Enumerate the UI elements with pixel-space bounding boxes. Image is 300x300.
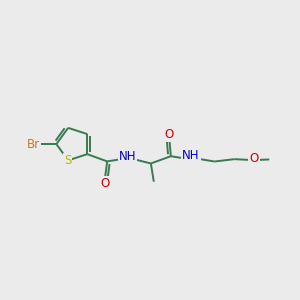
- Text: O: O: [165, 128, 174, 141]
- Text: NH: NH: [182, 149, 200, 162]
- Text: O: O: [100, 177, 110, 190]
- Text: NH: NH: [118, 150, 136, 163]
- Text: S: S: [64, 154, 71, 167]
- Text: Br: Br: [27, 138, 40, 151]
- Text: O: O: [249, 152, 259, 165]
